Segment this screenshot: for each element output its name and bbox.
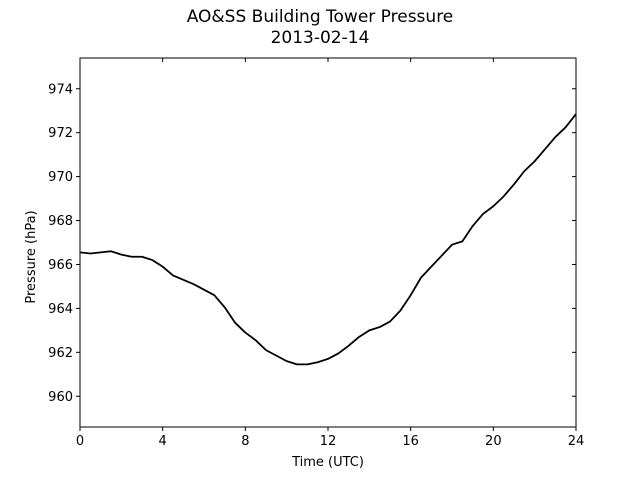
x-tick-label: 8 [241, 434, 249, 449]
chart-title: AO&SS Building Tower Pressure [186, 7, 454, 27]
y-tick-label: 970 [48, 170, 73, 185]
x-tick-label: 0 [76, 434, 84, 449]
x-tick-label: 16 [402, 434, 419, 449]
y-tick-label: 974 [48, 82, 73, 97]
y-tick-label: 972 [48, 126, 73, 141]
chart-subtitle: 2013-02-14 [270, 28, 370, 48]
y-tick-label: 968 [48, 214, 73, 229]
y-axis-label: Pressure (hPa) [24, 210, 39, 303]
x-tick-label: 4 [159, 434, 167, 449]
x-tick-label: 24 [568, 434, 585, 449]
y-tick-label: 962 [48, 346, 73, 361]
pressure-series-line [79, 113, 577, 366]
plot-area-frame [79, 57, 577, 428]
y-tick-label: 960 [48, 390, 73, 405]
x-tick-label: 12 [320, 434, 337, 449]
x-tick-label: 20 [485, 434, 502, 449]
y-tick-label: 964 [48, 302, 73, 317]
x-axis-label: Time (UTC) [291, 455, 364, 470]
y-tick-label: 966 [48, 258, 73, 273]
